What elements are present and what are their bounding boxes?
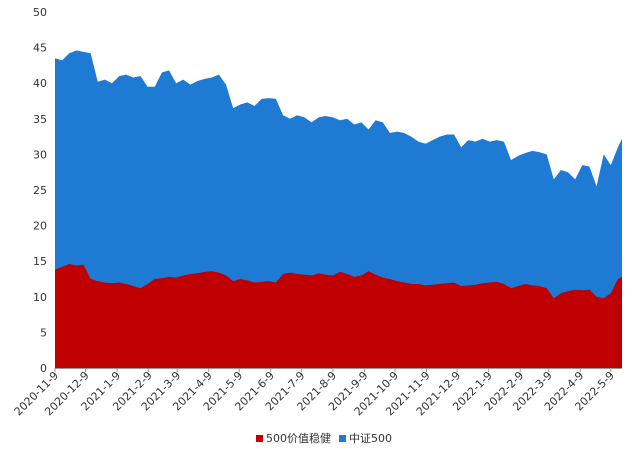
chart-areas (55, 50, 622, 368)
y-tick-label: 40 (33, 77, 47, 90)
y-tick-label: 35 (33, 113, 47, 126)
legend-label-value-series: 500价值稳健 (266, 431, 331, 445)
legend-label-index-series: 中证500 (349, 432, 392, 445)
y-tick-label: 10 (33, 291, 47, 304)
legend-swatch-value-series (256, 435, 263, 442)
y-tick-label: 20 (33, 220, 47, 233)
area-series-value (55, 264, 622, 368)
y-axis-tick-labels: 0 5 10 15 20 25 30 35 40 45 50 (33, 6, 47, 375)
y-tick-label: 30 (33, 148, 47, 161)
legend-swatch-index-series (339, 435, 346, 442)
y-tick-label: 45 (33, 42, 47, 55)
y-tick-label: 15 (33, 255, 47, 268)
y-tick-label: 0 (40, 362, 47, 375)
chart-legend: 500价值稳健 中证500 (256, 431, 392, 445)
y-tick-label: 5 (40, 326, 47, 339)
y-tick-label: 25 (33, 184, 47, 197)
x-axis-tick-labels: 2020-11-92020-12-92021-1-92021-2-92021-3… (12, 368, 617, 418)
y-tick-label: 50 (33, 6, 47, 19)
